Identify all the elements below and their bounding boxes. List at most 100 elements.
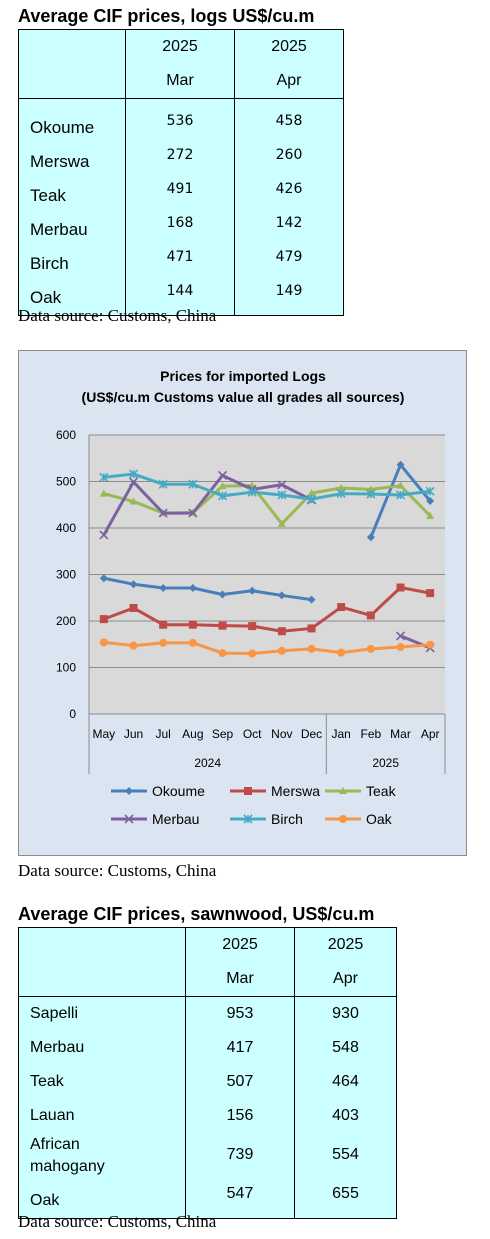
axes: 0 100 200 300 400 500 600 May Jun Jul Aug Sep Oct Nov…	[56, 428, 446, 774]
y-tick-label: 300	[56, 568, 76, 582]
data-point-merswa	[218, 621, 227, 630]
sawnwood-mar-value: 547	[226, 1185, 254, 1202]
data-point-okoume	[277, 591, 286, 600]
legend-marker-okoume	[125, 787, 133, 795]
logs-species: Teak	[30, 186, 66, 205]
x-tick-label: Mar	[390, 727, 411, 741]
logs-species: Merswa	[30, 152, 90, 171]
sawnwood-species-column: Sapelli Merbau Teak Lauan African mahoga…	[18, 996, 186, 1219]
data-point-birch	[247, 487, 257, 497]
data-point-merswa	[277, 627, 286, 636]
series-line-birch	[103, 472, 431, 501]
chart-data-source: Data source: Customs, China	[18, 861, 217, 880]
x-tick-label: Jun	[124, 727, 143, 741]
sawnwood-species: Lauan	[30, 1107, 75, 1124]
data-point-teak	[129, 497, 138, 505]
data-point-teak	[277, 519, 286, 527]
data-point-okoume	[396, 460, 405, 469]
data-point-birch	[277, 490, 287, 500]
chart-legend: Okoume Merswa Teak Merbau Birch Oak	[111, 783, 397, 827]
data-point-teak	[218, 482, 227, 490]
log-prices-chart: Prices for imported Logs (US$/cu.m Custo…	[18, 350, 467, 856]
sawnwood-species: Oak	[30, 1192, 60, 1209]
x-tick-label: Aug	[182, 727, 203, 741]
legend-marker-teak	[339, 787, 347, 794]
logs-mar-value: 471	[166, 249, 194, 265]
legend-label-merbau: Merbau	[152, 811, 199, 827]
logs-apr-column: 458 260 426 142 479 149	[234, 98, 344, 316]
sawnwood-mar-value: 953	[226, 1005, 254, 1022]
data-point-birch	[306, 494, 317, 504]
data-point-oak	[129, 641, 138, 650]
sawnwood-apr-value: 464	[332, 1073, 359, 1090]
legend-label-okoume: Okoume	[152, 783, 205, 799]
logs-header-mar-year: 2025	[162, 38, 198, 55]
legend-label-teak: Teak	[366, 783, 397, 799]
data-point-merbau	[158, 508, 168, 518]
series-lines	[99, 460, 435, 658]
data-point-okoume	[248, 586, 257, 595]
grid-lines	[89, 434, 445, 668]
data-point-merswa	[129, 603, 138, 612]
logs-header-blank	[18, 29, 126, 99]
sawnwood-header-mar: 2025 Mar	[185, 927, 295, 997]
sawnwood-mar-value: 507	[226, 1073, 254, 1090]
data-point-oak	[396, 643, 405, 652]
series-line-teak	[103, 484, 432, 526]
logs-mar-column: 536 272 491 168 471 144	[125, 98, 235, 316]
sawnwood-apr-value: 403	[332, 1107, 359, 1124]
logs-mar-value: 272	[166, 147, 194, 163]
x-tick-label: Oct	[243, 727, 262, 741]
data-point-teak	[337, 484, 346, 492]
series-line-okoume	[103, 576, 312, 602]
data-point-merswa	[188, 620, 197, 629]
data-point-okoume	[366, 533, 375, 542]
data-point-teak	[99, 489, 108, 497]
logs-mar-value: 491	[166, 181, 194, 197]
y-tick-label: 200	[56, 614, 76, 628]
data-point-birch	[99, 472, 109, 482]
logs-price-table: 2025 Mar 2025 Apr Okoume Merswa Teak Mer…	[18, 29, 344, 316]
data-point-merswa	[366, 611, 375, 620]
logs-mar-value: 536	[166, 113, 194, 129]
series-line-merswa	[103, 586, 431, 633]
legend-label-birch: Birch	[271, 811, 303, 827]
data-point-merswa	[99, 615, 108, 624]
sawnwood-header-mar-year: 2025	[222, 936, 258, 953]
data-point-birch	[128, 469, 139, 479]
logs-mar-value: 168	[166, 215, 194, 231]
data-point-okoume	[218, 590, 227, 599]
logs-species-column: Okoume Merswa Teak Merbau Birch Oak	[18, 98, 126, 316]
legend-marker-merswa	[244, 787, 252, 795]
chart-title: Prices for imported Logs	[160, 368, 326, 384]
sawnwood-mar-value: 739	[226, 1146, 254, 1163]
logs-species: Oak	[30, 288, 62, 307]
data-point-okoume	[99, 574, 108, 583]
logs-header-apr-year: 2025	[271, 38, 307, 55]
logs-apr-value: 149	[275, 283, 303, 299]
y-tick-label: 0	[69, 707, 76, 721]
x-tick-label: Apr	[421, 727, 440, 741]
data-point-merbau	[99, 530, 109, 540]
data-point-okoume	[159, 583, 168, 592]
logs-header-apr-month: Apr	[276, 72, 302, 89]
sawnwood-species: Merbau	[30, 1039, 85, 1056]
y-tick-label: 100	[56, 661, 76, 675]
data-point-merbau	[395, 631, 406, 641]
x-tick-label: Dec	[301, 727, 322, 741]
logs-species: Okoume	[30, 118, 95, 137]
data-point-merswa	[248, 622, 257, 631]
series-line-oak	[103, 640, 431, 656]
legend-label-merswa: Merswa	[271, 783, 320, 799]
sawnwood-species: Sapelli	[30, 1005, 79, 1022]
data-point-teak	[426, 511, 435, 519]
sawnwood-header-blank	[18, 927, 186, 997]
data-point-birch	[425, 486, 435, 496]
year-group-label: 2025	[372, 756, 399, 770]
logs-apr-value: 479	[275, 249, 303, 265]
sawnwood-header-apr-year: 2025	[327, 936, 364, 953]
data-point-teak	[396, 481, 405, 489]
data-point-merbau	[277, 480, 287, 490]
series-line-merbau	[102, 473, 313, 536]
sawnwood-mar-column: 953 417 507 156 739 547	[185, 996, 295, 1219]
